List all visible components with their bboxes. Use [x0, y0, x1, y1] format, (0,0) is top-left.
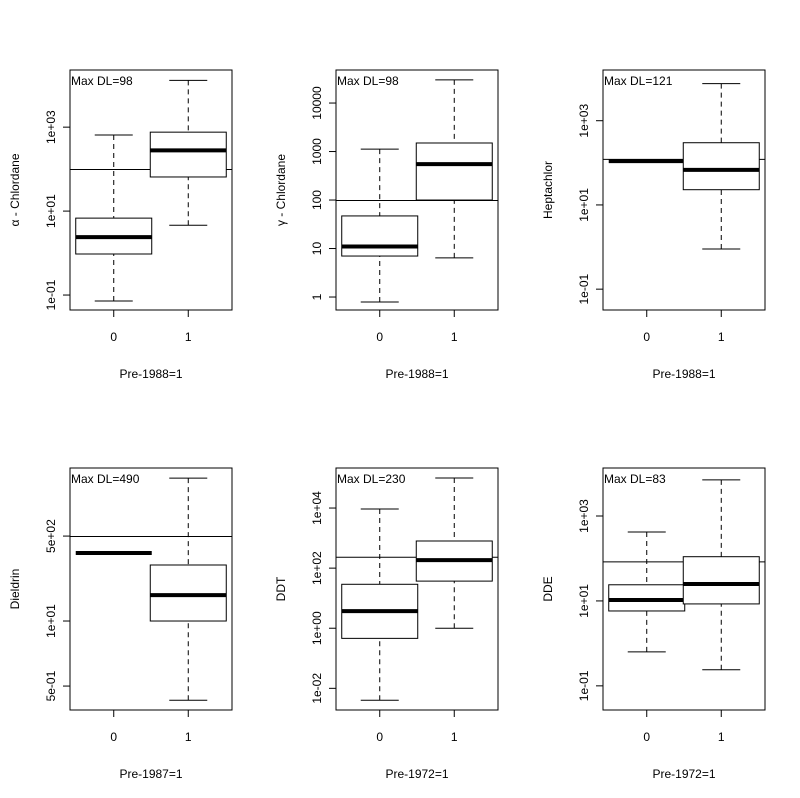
x-axis-label: Pre-1972=1 [652, 767, 715, 781]
y-tick-label: 1e+01 [44, 194, 58, 228]
x-tick-label: 1 [185, 730, 192, 744]
y-tick-label: 1e+01 [577, 584, 591, 618]
box [682, 556, 760, 605]
box [608, 584, 686, 612]
y-axis-label: Dieldrin [8, 569, 22, 610]
box [415, 142, 493, 201]
y-axis-label: DDT [274, 576, 288, 601]
x-tick-label: 0 [376, 330, 383, 344]
y-tick-label: 1e-02 [310, 673, 324, 704]
x-axis-label: Pre-1972=1 [385, 767, 448, 781]
x-tick-label: 0 [643, 330, 650, 344]
y-tick-label: 1e+01 [577, 188, 591, 222]
y-tick-label: 1e+04 [310, 491, 324, 525]
y-tick-label: 5e-01 [44, 670, 58, 701]
x-axis-label: Pre-1988=1 [119, 367, 182, 381]
plot-frame [69, 467, 233, 711]
y-axis-label: α - Chlordane [8, 153, 22, 226]
x-tick-label: 1 [718, 730, 725, 744]
x-tick-label: 1 [185, 330, 192, 344]
x-tick-label: 1 [451, 730, 458, 744]
plot-frame [335, 69, 499, 311]
y-tick-label: 1e+03 [577, 499, 591, 533]
annotation: Max DL=230 [337, 472, 406, 486]
y-tick-label: 100 [310, 190, 324, 210]
y-tick-label: 1 [310, 293, 324, 300]
annotation: Max DL=490 [71, 472, 140, 486]
x-axis-label: Pre-1988=1 [652, 367, 715, 381]
box [682, 142, 760, 191]
y-tick-label: 1e-01 [577, 273, 591, 304]
x-axis-label: Pre-1987=1 [119, 767, 182, 781]
y-tick-label: 5e+02 [44, 519, 58, 553]
y-tick-label: 1e-01 [577, 670, 591, 701]
y-tick-label: 1e-01 [44, 279, 58, 310]
y-tick-label: 1e+02 [310, 551, 324, 585]
x-tick-label: 0 [110, 330, 117, 344]
y-tick-label: 10 [310, 242, 324, 256]
plot-frame [69, 69, 233, 311]
annotation: Max DL=121 [604, 74, 673, 88]
annotation: Max DL=98 [337, 74, 399, 88]
annotation: Max DL=83 [604, 472, 666, 486]
x-tick-label: 0 [376, 730, 383, 744]
box [149, 564, 227, 622]
box [149, 131, 227, 178]
y-tick-label: 1e+00 [310, 611, 324, 645]
x-tick-label: 0 [110, 730, 117, 744]
y-tick-label: 10000 [310, 86, 324, 120]
y-tick-label: 1e+01 [44, 604, 58, 638]
x-tick-label: 0 [643, 730, 650, 744]
plot-frame [335, 467, 499, 711]
box [341, 215, 419, 257]
y-axis-label: DDE [541, 576, 555, 601]
y-axis-label: γ - Chlordane [274, 154, 288, 226]
y-axis-label: Heptachlor [541, 161, 555, 219]
x-tick-label: 1 [451, 330, 458, 344]
x-axis-label: Pre-1988=1 [385, 367, 448, 381]
x-tick-label: 1 [718, 330, 725, 344]
plot-frame [602, 467, 766, 711]
y-tick-label: 1000 [310, 138, 324, 165]
plot-frame [602, 69, 766, 311]
y-tick-label: 1e+03 [44, 110, 58, 144]
y-tick-label: 1e+03 [577, 104, 591, 138]
annotation: Max DL=98 [71, 74, 133, 88]
